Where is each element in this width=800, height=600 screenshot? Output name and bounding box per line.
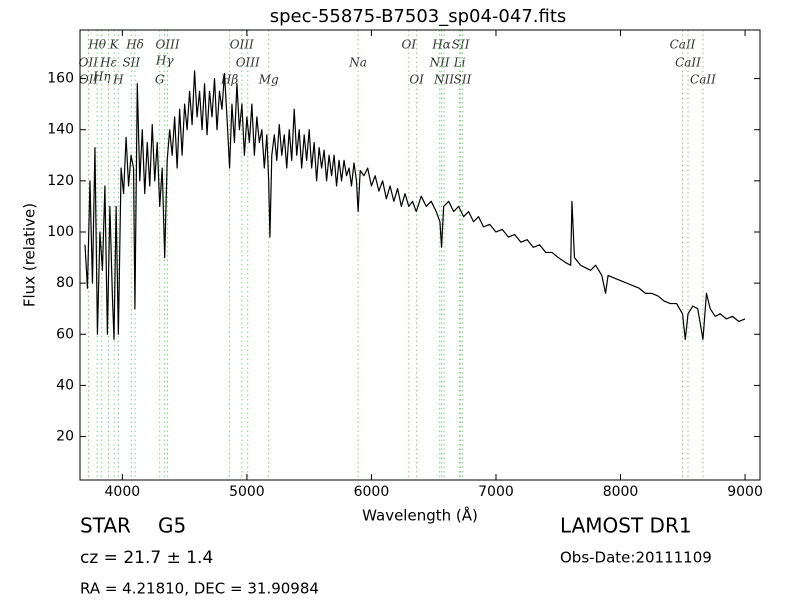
chart-title: spec-55875-B7503_sp04-047.fits <box>270 6 567 27</box>
spectral-line-label: SII <box>122 56 140 70</box>
y-axis-label: Flux (relative) <box>21 203 39 307</box>
spectral-line-label: OIII <box>230 38 254 52</box>
y-tick-label: 100 <box>47 224 74 240</box>
coordinates: RA = 4.21810, DEC = 31.90984 <box>80 580 319 598</box>
x-tick-label: 8000 <box>603 484 639 500</box>
y-tick-label: 140 <box>47 122 74 138</box>
spectral-line-label: SII <box>452 38 470 52</box>
spectral-line-label: Hγ <box>155 54 174 68</box>
y-tick-label: 160 <box>47 71 74 87</box>
y-tick-label: 120 <box>47 173 74 189</box>
spectral-line-label: Hε <box>99 56 117 70</box>
spectral-line-label: OIII <box>236 56 260 70</box>
spectral-line-label: G <box>155 73 165 87</box>
y-tick-label: 80 <box>56 275 74 291</box>
subclass: G5 <box>158 514 186 538</box>
obs-date: Obs-Date:20111109 <box>560 549 712 567</box>
spectral-line-label: Li <box>453 56 466 70</box>
spectral-line-label: CaII <box>670 38 696 52</box>
x-tick-label: 9000 <box>727 484 763 500</box>
spectral-line-label: OIII <box>156 38 180 52</box>
y-tick-label: 20 <box>56 429 74 445</box>
spectral-line-label: Mg <box>258 73 279 87</box>
spectral-line-label: NII <box>433 73 454 87</box>
spectral-line-label: CaII <box>690 73 716 87</box>
spectral-line-label: Hα <box>431 38 451 52</box>
y-tick-label: 60 <box>56 326 74 342</box>
spectral-line-label: SII <box>454 73 472 87</box>
spectral-line-label: OI <box>402 38 417 52</box>
spectral-line-label: Hδ <box>125 38 144 52</box>
y-tick-label: 40 <box>56 377 74 393</box>
x-tick-label: 6000 <box>354 484 390 500</box>
spectral-line-label: Hθ <box>87 38 106 52</box>
x-axis-label: Wavelength (Å) <box>362 506 478 525</box>
spectral-line-label: Hβ <box>220 73 238 87</box>
spectral-line-label: Na <box>348 56 367 70</box>
survey: LAMOST DR1 <box>560 514 692 538</box>
spectral-line-label: K <box>109 38 120 52</box>
plot-frame <box>79 29 761 481</box>
spectral-line-label: H <box>112 73 124 87</box>
spectral-line-label: Hη <box>92 70 111 84</box>
spectral-line-label: NII <box>429 56 450 70</box>
spectrum-line <box>84 70 746 340</box>
x-tick-label: 7000 <box>478 484 514 500</box>
object-class: STAR <box>80 514 131 538</box>
x-tick-label: 5000 <box>229 484 265 500</box>
spectral-line-label: OII <box>79 73 99 87</box>
x-tick-label: 4000 <box>105 484 141 500</box>
redshift: cz = 21.7 ± 1.4 <box>80 548 213 568</box>
spectral-line-label: CaII <box>675 56 701 70</box>
spectral-line-label: OI <box>409 73 424 87</box>
